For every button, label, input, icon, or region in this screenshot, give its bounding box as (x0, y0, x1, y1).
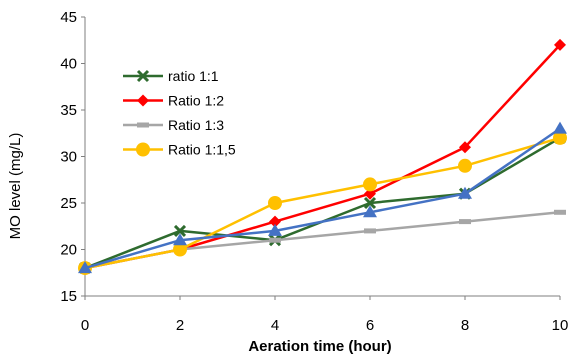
y-tick-label: 35 (60, 102, 77, 119)
x-tick-label: 0 (81, 317, 89, 334)
series-3 (79, 209, 566, 271)
series-line (84, 136, 561, 270)
data-point (363, 205, 377, 218)
data-point (553, 130, 567, 145)
x-tick-label: 10 (552, 317, 569, 334)
x-tick-label: 8 (461, 317, 469, 334)
legend-marker (136, 142, 150, 157)
data-point (78, 261, 92, 274)
y-axis-title: MO level (mg/L) (7, 133, 24, 240)
data-point (553, 121, 567, 134)
data-point (269, 215, 281, 228)
data-point (363, 177, 377, 192)
data-point (554, 209, 566, 215)
legend-marker (136, 69, 150, 83)
y-tick-label: 15 (60, 288, 77, 305)
x-tick-label: 4 (271, 317, 279, 334)
x-tick-label: 6 (366, 317, 374, 334)
x-axis-title: Aeration time (hour) (248, 338, 391, 355)
data-point (363, 196, 377, 210)
data-point (459, 141, 471, 154)
legend-label: ratio 1:1 (168, 68, 219, 84)
data-point (364, 228, 376, 234)
legend-item: ratio 1:1 (123, 68, 219, 84)
legend-marker (137, 122, 149, 128)
y-tick-label: 20 (60, 242, 77, 259)
data-point (458, 186, 472, 199)
y-tick-label: 25 (60, 195, 77, 212)
data-point (459, 219, 471, 225)
axes: 15 20 25 30 35 40 45 0 2 4 6 8 10 (60, 9, 568, 334)
legend-item: Ratio 1:2 (123, 93, 224, 109)
series-layer (78, 38, 567, 276)
legend-label: Ratio 1:2 (168, 93, 224, 109)
data-point (173, 233, 187, 246)
data-point (268, 223, 282, 236)
legend: ratio 1:1 Ratio 1:2 Ratio 1:3 Ratio 1:1,5 (123, 68, 236, 158)
series-line (84, 127, 561, 270)
series-4 (78, 130, 567, 276)
data-point (173, 242, 187, 257)
data-point (458, 158, 472, 173)
legend-item: Ratio 1:1,5 (123, 142, 236, 158)
data-point (269, 237, 281, 243)
x-tick-label: 2 (176, 317, 184, 334)
series-5 (78, 121, 567, 274)
data-point (268, 196, 282, 210)
data-point (554, 38, 566, 51)
y-tick-label: 45 (60, 9, 77, 26)
series-line (84, 136, 561, 270)
y-tick-label: 40 (60, 56, 77, 73)
series-1 (78, 131, 567, 275)
y-tick-label: 30 (60, 149, 77, 166)
legend-label: Ratio 1:1,5 (168, 142, 236, 158)
legend-label: Ratio 1:3 (168, 117, 224, 133)
data-point (173, 224, 187, 237)
legend-marker (137, 94, 149, 107)
legend-item: Ratio 1:3 (123, 117, 224, 133)
